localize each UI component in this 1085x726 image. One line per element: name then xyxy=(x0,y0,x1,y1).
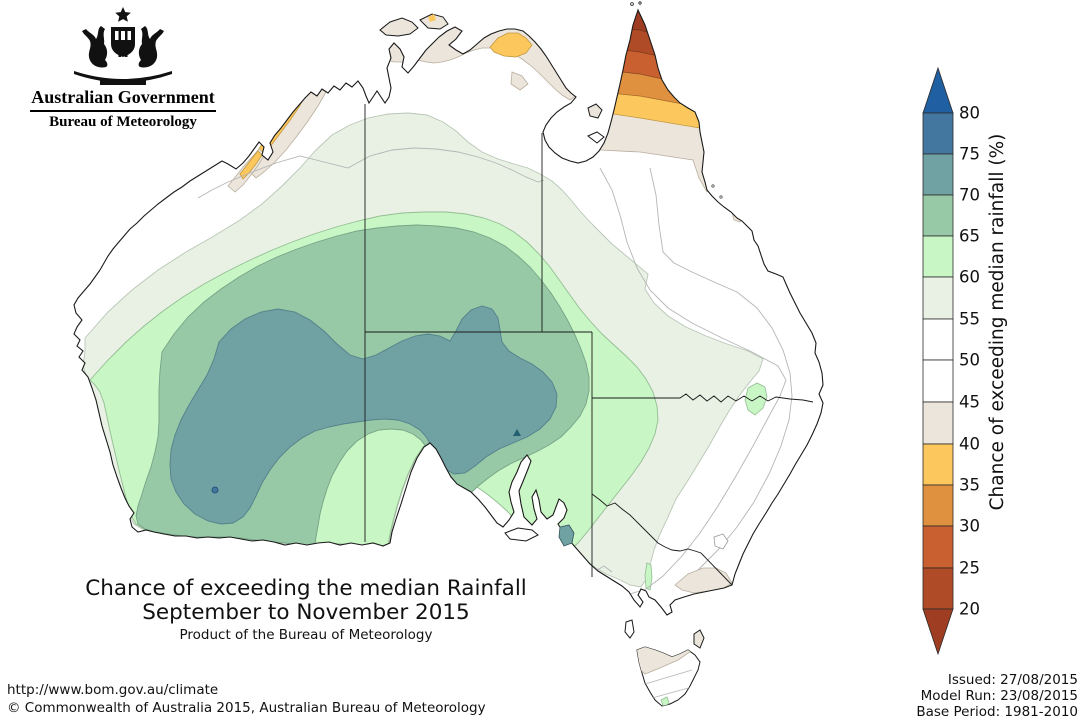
legend-cell-25-30 xyxy=(922,525,954,569)
map-title-line3: Product of the Bureau of Meteorology xyxy=(180,627,433,643)
tasmania-green-tip xyxy=(660,696,670,706)
legend-label: 20 xyxy=(959,600,980,619)
legend-label: 35 xyxy=(959,476,980,495)
info-base-period: Base Period: 1981-2010 xyxy=(916,704,1078,720)
vic-green-sliver xyxy=(644,562,653,591)
legend-label: 30 xyxy=(959,517,980,536)
logo-bureau-text: Bureau of Meteorology xyxy=(49,114,197,130)
legend-cell-50-55 xyxy=(922,318,954,361)
legend-axis-title: Chance of exceeding median rainfall (%) xyxy=(987,134,1008,511)
contour-45-east xyxy=(649,167,793,571)
legend-cell-40-45 xyxy=(922,401,954,445)
arnhem-gold-patch xyxy=(489,32,533,58)
reef-islet xyxy=(719,195,723,199)
tiwi-island-west xyxy=(379,17,419,37)
king-island xyxy=(624,619,635,639)
gove-beige-patch xyxy=(510,71,529,91)
legend-label: 80 xyxy=(959,104,980,123)
star-icon xyxy=(115,7,131,22)
bom-logo-block: Australian Government Bureau of Meteorol… xyxy=(27,5,219,131)
map-title-line1: Chance of exceeding the median Rainfall xyxy=(85,576,527,601)
legend-label: 75 xyxy=(959,145,980,164)
groote-island xyxy=(587,103,603,119)
torres-islet xyxy=(638,1,642,5)
legend-cell-20-25 xyxy=(922,567,954,610)
mornington-island xyxy=(587,131,605,144)
lake-alexandrina xyxy=(558,524,575,547)
tasmania-contour-line xyxy=(651,686,693,699)
max-marker-triangle xyxy=(513,429,521,436)
footer-url: http://www.bom.gov.au/climate xyxy=(7,682,218,698)
emu-icon xyxy=(138,26,164,68)
footer-copyright: © Commonwealth of Australia 2015, Austra… xyxy=(7,700,486,716)
legend-label: 55 xyxy=(959,310,980,329)
map-titles: Chance of exceeding the median Rainfall … xyxy=(85,576,527,643)
border-qld-nsw xyxy=(592,393,814,403)
reef-islet xyxy=(711,184,715,188)
legend-label: 60 xyxy=(959,268,980,287)
legend-labels: 80 75 70 65 60 55 50 45 40 35 30 25 20 xyxy=(959,104,980,619)
legend-label: 70 xyxy=(959,186,980,205)
branch-swoosh-icon xyxy=(74,71,172,83)
kangaroo-island xyxy=(504,527,539,542)
footer-left: http://www.bom.gov.au/climate © Commonwe… xyxy=(7,682,486,716)
legend-arrow-top xyxy=(922,66,954,114)
legend-label: 25 xyxy=(959,559,980,578)
logo-government-text: Australian Government xyxy=(31,87,215,107)
flinders-island xyxy=(693,629,705,649)
legend-cell-65-70 xyxy=(922,194,954,237)
legend-cell-55-60 xyxy=(922,276,954,320)
logo-divider xyxy=(30,110,216,112)
coat-of-arms-icon xyxy=(74,7,172,85)
legend-label: 45 xyxy=(959,393,980,412)
legend-arrow-bottom xyxy=(922,608,954,656)
legend-cell-35-40 xyxy=(922,443,954,486)
info-issued: Issued: 27/08/2015 xyxy=(948,672,1078,688)
contour-50-north xyxy=(197,147,545,199)
legend-cell-70-75 xyxy=(922,153,954,196)
info-model-run: Model Run: 23/08/2015 xyxy=(921,688,1078,704)
legend-label: 40 xyxy=(959,435,980,454)
state-borders xyxy=(364,104,814,586)
contour-50-east xyxy=(599,167,787,595)
banner-icon xyxy=(100,79,146,85)
tiwi-gold-speck xyxy=(428,14,436,22)
map-title-line2: September to November 2015 xyxy=(142,600,470,625)
legend-colorbar xyxy=(922,66,954,656)
tiwi-island-east xyxy=(419,13,449,30)
legend-label: 50 xyxy=(959,351,980,370)
region-70-75 xyxy=(169,305,558,525)
legend-cell-30-35 xyxy=(922,484,954,527)
border-nsw-vic xyxy=(591,493,733,586)
legend-cell-45-50 xyxy=(922,359,954,403)
kangaroo-icon xyxy=(82,26,108,68)
torres-islet xyxy=(630,2,634,6)
tasmania-contour-line xyxy=(644,669,693,685)
legend-cell-75-80 xyxy=(922,112,954,155)
legend-cell-60-65 xyxy=(922,235,954,278)
region-75-80-dot xyxy=(211,486,219,494)
footer-right: Issued: 27/08/2015 Model Run: 23/08/2015… xyxy=(916,672,1078,720)
australia-coastline xyxy=(73,8,824,616)
legend-label: 65 xyxy=(959,227,980,246)
lake-nsw xyxy=(713,533,729,550)
